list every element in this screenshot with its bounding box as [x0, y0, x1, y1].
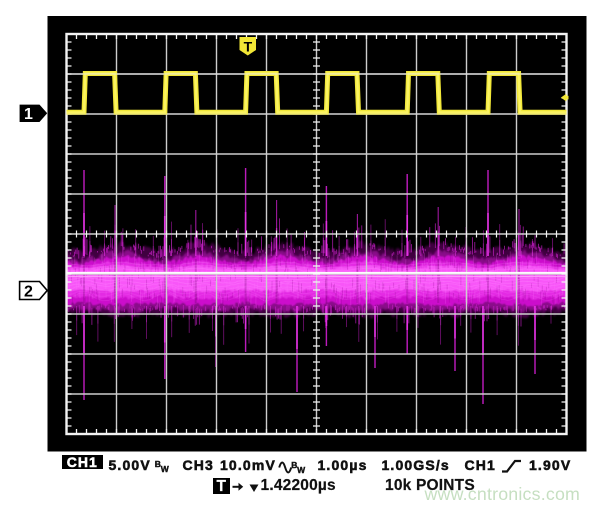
svg-text:2: 2: [24, 284, 33, 301]
svg-text:T: T: [244, 39, 253, 55]
svg-text:1: 1: [24, 106, 33, 123]
